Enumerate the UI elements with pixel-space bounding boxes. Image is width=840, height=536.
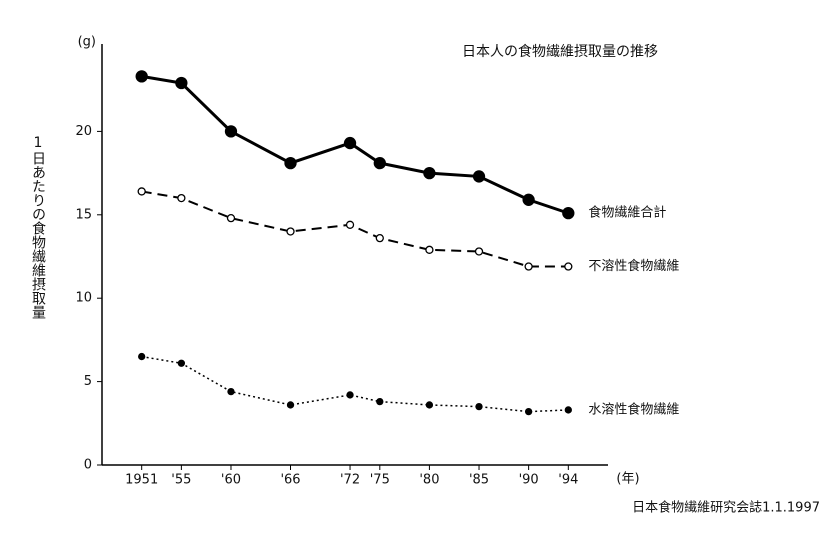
data-point bbox=[423, 166, 436, 180]
chart-title: 日本人の食物繊維摂取量の推移 bbox=[462, 43, 658, 60]
data-point bbox=[138, 352, 146, 361]
legend-label: 食物繊維合計 bbox=[588, 205, 666, 221]
legend-label: 不溶性食物繊維 bbox=[588, 258, 679, 274]
data-point bbox=[376, 397, 384, 406]
data-point bbox=[284, 156, 297, 170]
data-point bbox=[373, 156, 386, 170]
y-tick-label: 10 bbox=[75, 291, 92, 306]
data-point bbox=[286, 227, 295, 236]
data-point bbox=[137, 187, 146, 196]
x-tick-label: '80 bbox=[419, 473, 439, 488]
y-tick-label: 0 bbox=[84, 458, 92, 473]
data-point bbox=[286, 401, 295, 409]
data-point bbox=[564, 262, 573, 271]
data-point bbox=[522, 193, 535, 206]
data-point bbox=[177, 359, 186, 367]
y-tick-label: 5 bbox=[84, 374, 92, 389]
series-line bbox=[141, 190, 569, 268]
data-point bbox=[562, 206, 575, 220]
data-point bbox=[425, 401, 434, 409]
x-tick-label: '55 bbox=[171, 473, 191, 488]
data-point bbox=[135, 70, 148, 83]
data-point bbox=[425, 245, 434, 254]
data-point bbox=[524, 407, 533, 416]
data-point bbox=[524, 262, 533, 271]
source: 日本食物繊維研究会誌1.1.1997 bbox=[632, 500, 820, 516]
x-unit: (年) bbox=[616, 472, 639, 487]
data-point bbox=[175, 76, 188, 90]
data-point bbox=[224, 125, 238, 138]
data-point bbox=[345, 220, 355, 229]
x-tick-label: '94 bbox=[558, 473, 578, 488]
x-tick-label: '72 bbox=[340, 473, 360, 488]
data-point bbox=[346, 391, 354, 399]
data-point bbox=[343, 136, 357, 150]
data-point bbox=[564, 406, 572, 414]
data-point bbox=[177, 193, 186, 203]
y-tick-label: 15 bbox=[75, 207, 92, 222]
legend-label: 水溶性食物繊維 bbox=[588, 401, 679, 417]
data-point bbox=[475, 402, 483, 411]
data-point bbox=[472, 170, 486, 183]
x-tick-label: '85 bbox=[469, 473, 489, 488]
x-tick-label: '75 bbox=[370, 473, 390, 488]
data-point bbox=[226, 213, 236, 223]
data-point bbox=[474, 247, 484, 256]
x-tick-label: 1951 bbox=[125, 473, 158, 488]
data-point bbox=[375, 234, 384, 243]
y-unit: (g) bbox=[78, 35, 96, 50]
data-point bbox=[227, 387, 235, 396]
x-tick-label: '90 bbox=[519, 473, 539, 488]
y-tick-label: 20 bbox=[75, 124, 92, 139]
series-line bbox=[141, 355, 569, 413]
x-tick-label: '60 bbox=[221, 473, 241, 488]
y-axis-label: 1日あたりの食物繊維摂取量 bbox=[30, 135, 46, 319]
x-tick-label: '66 bbox=[280, 473, 300, 488]
series-line bbox=[141, 74, 569, 215]
